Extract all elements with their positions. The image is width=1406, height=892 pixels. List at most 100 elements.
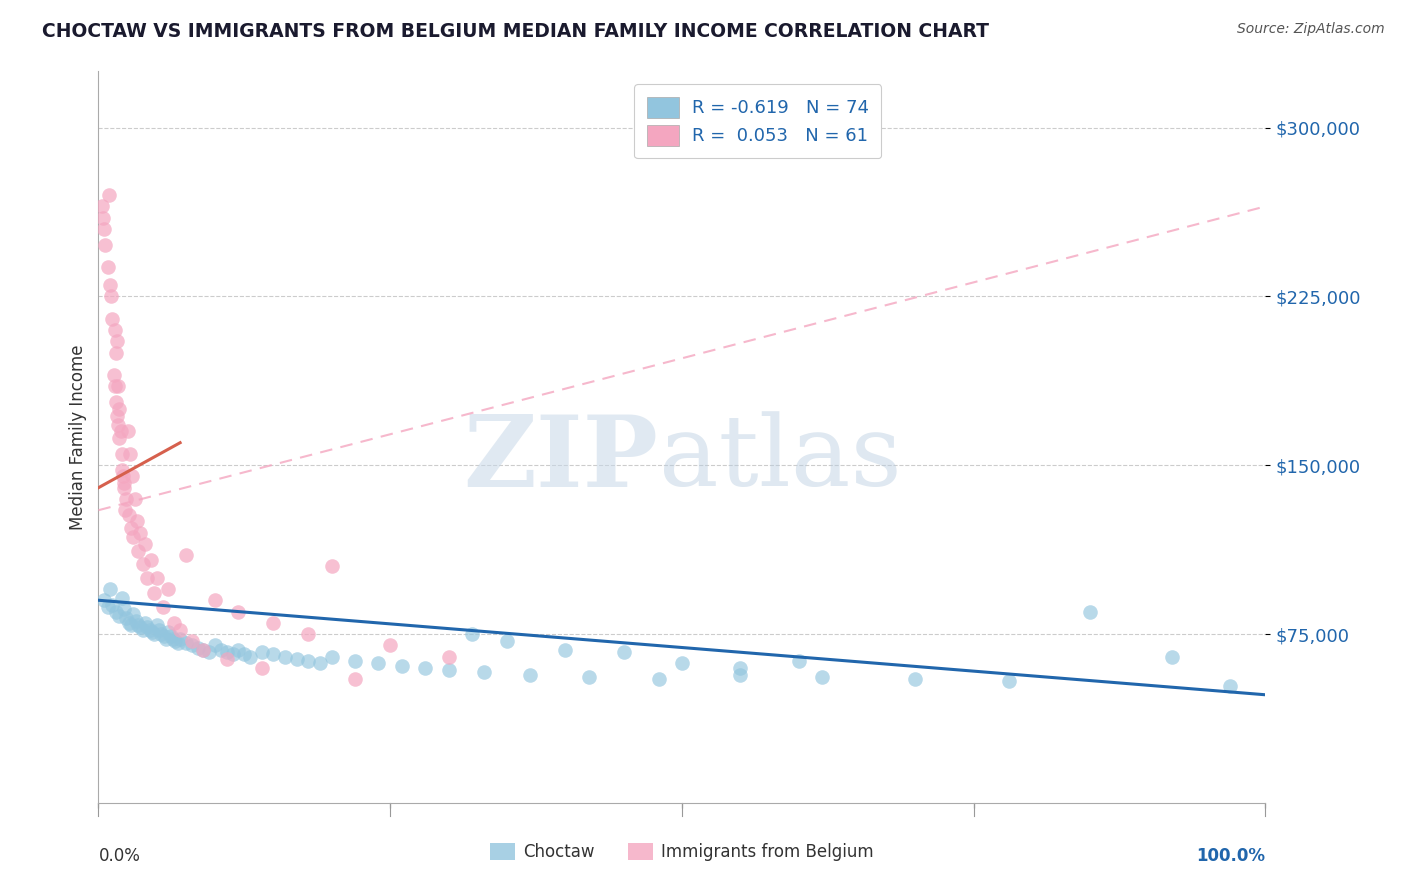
Point bbox=[132, 558, 155, 572]
Point bbox=[671, 657, 693, 671]
Point bbox=[1219, 679, 1241, 693]
Point bbox=[169, 623, 191, 637]
Point bbox=[146, 571, 169, 585]
Point bbox=[103, 368, 125, 383]
Point bbox=[612, 645, 634, 659]
Point bbox=[344, 654, 367, 668]
Point bbox=[122, 607, 145, 621]
Text: CHOCTAW VS IMMIGRANTS FROM BELGIUM MEDIAN FAMILY INCOME CORRELATION CHART: CHOCTAW VS IMMIGRANTS FROM BELGIUM MEDIA… bbox=[42, 22, 990, 41]
Text: atlas: atlas bbox=[658, 411, 901, 507]
Point bbox=[98, 278, 121, 293]
Point bbox=[1161, 649, 1184, 664]
Point bbox=[118, 447, 141, 461]
Point bbox=[101, 312, 124, 326]
Point bbox=[787, 654, 810, 668]
Point bbox=[174, 636, 197, 650]
Point bbox=[143, 586, 166, 600]
Point bbox=[472, 665, 495, 680]
Point bbox=[129, 525, 152, 540]
Point bbox=[136, 571, 159, 585]
Point bbox=[647, 672, 669, 686]
Point bbox=[250, 661, 273, 675]
Point bbox=[730, 667, 752, 681]
Point bbox=[125, 614, 148, 628]
Point bbox=[166, 636, 188, 650]
Point bbox=[209, 642, 232, 657]
Point bbox=[297, 627, 319, 641]
Point bbox=[110, 425, 132, 439]
Point bbox=[204, 593, 226, 607]
Point bbox=[904, 672, 927, 686]
Point bbox=[437, 649, 460, 664]
Point bbox=[120, 521, 142, 535]
Point bbox=[115, 491, 138, 506]
Point bbox=[90, 199, 112, 213]
Point bbox=[461, 627, 484, 641]
Point bbox=[134, 537, 156, 551]
Legend: Choctaw, Immigrants from Belgium: Choctaw, Immigrants from Belgium bbox=[484, 836, 880, 868]
Point bbox=[391, 658, 413, 673]
Point bbox=[193, 642, 215, 657]
Point bbox=[97, 599, 120, 614]
Point bbox=[193, 642, 215, 657]
Point bbox=[104, 323, 127, 337]
Point bbox=[174, 548, 197, 562]
Point bbox=[104, 345, 127, 359]
Point bbox=[285, 652, 308, 666]
Point bbox=[118, 508, 141, 522]
Point bbox=[437, 663, 460, 677]
Point bbox=[132, 623, 155, 637]
Point bbox=[93, 593, 115, 607]
Point bbox=[163, 615, 186, 630]
Point bbox=[112, 476, 135, 491]
Point bbox=[165, 633, 187, 648]
Point bbox=[94, 237, 117, 252]
Point bbox=[811, 670, 834, 684]
Point bbox=[105, 334, 128, 349]
Point bbox=[104, 395, 127, 409]
Point bbox=[100, 289, 122, 303]
Point bbox=[180, 633, 202, 648]
Point bbox=[155, 632, 177, 646]
Point bbox=[97, 260, 120, 275]
Point bbox=[159, 629, 181, 643]
Point bbox=[274, 649, 297, 664]
Point bbox=[198, 645, 221, 659]
Point bbox=[152, 629, 174, 643]
Point bbox=[93, 222, 115, 236]
Point bbox=[117, 425, 139, 439]
Point bbox=[127, 618, 149, 632]
Y-axis label: Median Family Income: Median Family Income bbox=[69, 344, 87, 530]
Point bbox=[101, 598, 124, 612]
Point bbox=[97, 188, 120, 202]
Point bbox=[157, 582, 180, 596]
Point bbox=[380, 638, 402, 652]
Point bbox=[413, 661, 436, 675]
Point bbox=[118, 615, 141, 630]
Point bbox=[104, 379, 127, 393]
Point bbox=[321, 559, 343, 574]
Point bbox=[297, 654, 319, 668]
Point bbox=[578, 670, 600, 684]
Point bbox=[162, 632, 184, 646]
Text: 100.0%: 100.0% bbox=[1197, 847, 1265, 864]
Point bbox=[121, 469, 143, 483]
Point bbox=[134, 615, 156, 630]
Point bbox=[344, 672, 367, 686]
Point bbox=[111, 447, 134, 461]
Point bbox=[157, 624, 180, 639]
Point bbox=[107, 417, 129, 432]
Point bbox=[120, 618, 142, 632]
Point bbox=[233, 647, 256, 661]
Point bbox=[150, 627, 173, 641]
Point bbox=[215, 652, 238, 666]
Point bbox=[204, 638, 226, 652]
Point bbox=[136, 620, 159, 634]
Point bbox=[122, 530, 145, 544]
Point bbox=[112, 602, 135, 616]
Point bbox=[148, 623, 170, 637]
Text: ZIP: ZIP bbox=[464, 410, 658, 508]
Point bbox=[111, 469, 134, 483]
Point bbox=[997, 674, 1019, 689]
Point bbox=[139, 553, 162, 567]
